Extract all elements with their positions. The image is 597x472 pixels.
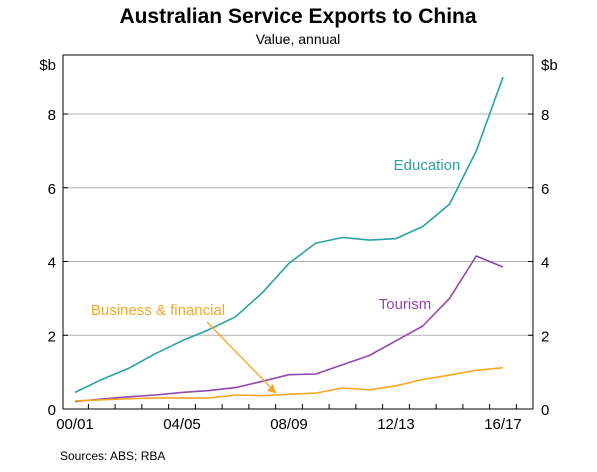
series-label-business-financial: Business & financial xyxy=(91,302,225,319)
y-tick-label-right: 4 xyxy=(541,255,549,272)
series-line-tourism xyxy=(74,255,504,403)
y-tick-label-right: 6 xyxy=(541,181,549,198)
x-tick-label: 00/01 xyxy=(56,416,94,433)
source-note: Sources: ABS; RBA xyxy=(60,449,165,463)
series-label-tourism: Tourism xyxy=(379,296,432,313)
y-tick-label-left: 8 xyxy=(48,107,56,124)
y-tick-label-left: 6 xyxy=(48,181,56,198)
y-unit-left: $b xyxy=(39,57,56,74)
y-tick-label-left: 2 xyxy=(48,328,56,345)
chart-title: Australian Service Exports to China xyxy=(119,5,476,28)
y-tick-label-right: 0 xyxy=(541,402,549,419)
series-line-education xyxy=(74,76,504,394)
x-tick-label: 08/09 xyxy=(270,416,308,433)
label-arrow-line xyxy=(206,321,277,394)
y-tick-label-left: 0 xyxy=(48,402,56,419)
series-line-business-financial xyxy=(74,366,504,402)
series-label-education: Education xyxy=(394,157,461,174)
y-tick-label-left: 4 xyxy=(48,255,56,272)
x-tick-label: 16/17 xyxy=(484,416,522,433)
x-tick-label: 04/05 xyxy=(163,416,201,433)
y-tick-label-right: 8 xyxy=(541,107,549,124)
label-arrow-head xyxy=(267,384,276,393)
chart-subtitle: Value, annual xyxy=(256,31,341,47)
y-unit-right: $b xyxy=(541,57,558,74)
x-tick-label: 12/13 xyxy=(377,416,415,433)
plot-frame xyxy=(62,54,534,410)
y-tick-label-right: 2 xyxy=(541,328,549,345)
